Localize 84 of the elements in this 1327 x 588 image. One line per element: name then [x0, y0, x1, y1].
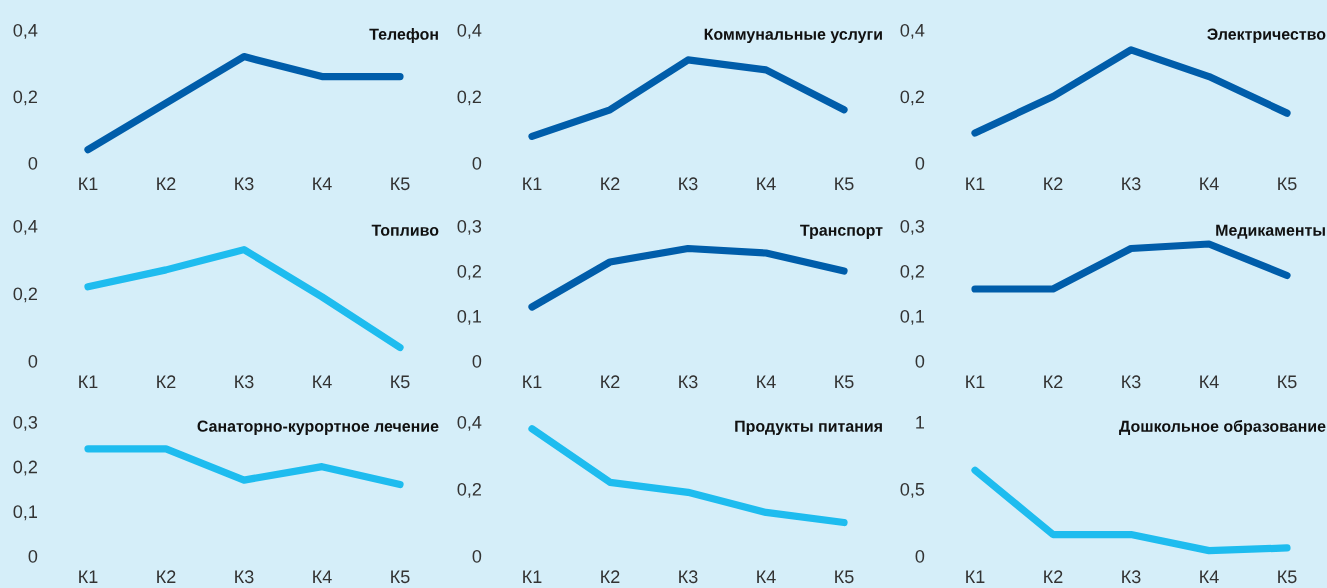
x-tick-label: К2 — [601, 375, 620, 388]
x-tick-label: К4 — [1200, 375, 1219, 388]
y-tick-label: 0 — [915, 354, 925, 368]
y-tick-label: 1 — [916, 416, 925, 429]
x-tick-label: К1 — [966, 177, 985, 190]
y-tick-label: 0,1 — [900, 309, 925, 325]
y-tick-label: 0,5 — [900, 482, 925, 498]
x-tick-label: К2 — [1044, 375, 1063, 388]
y-tick-label: 0,4 — [900, 23, 925, 39]
x-tick-label: К1 — [79, 570, 98, 583]
y-tick-label: 0,2 — [13, 287, 37, 303]
y-tick-label: 0,2 — [900, 90, 924, 106]
x-tick-label: К2 — [157, 375, 176, 388]
x-tick-label: К3 — [1122, 375, 1141, 389]
x-tick-label: К2 — [157, 177, 176, 190]
y-tick-label: 0,2 — [457, 90, 481, 106]
x-tick-label: К5 — [1278, 570, 1297, 584]
x-tick-label: К4 — [757, 570, 776, 583]
y-tick-label: 0 — [28, 549, 38, 563]
y-tick-label: 0 — [28, 354, 38, 368]
x-tick-label: К4 — [757, 177, 776, 190]
x-tick-label: К5 — [391, 177, 410, 191]
chart-title: Транспорт — [800, 224, 883, 239]
y-tick-label: 0,3 — [13, 415, 38, 431]
x-tick-label: К1 — [966, 570, 985, 583]
y-tick-label: 0,1 — [13, 505, 38, 521]
x-tick-label: К3 — [235, 375, 254, 389]
x-tick-label: К3 — [1122, 570, 1141, 584]
x-tick-label: К1 — [523, 570, 542, 583]
y-tick-label: 0,1 — [457, 309, 482, 325]
x-tick-label: К4 — [313, 570, 332, 583]
y-tick-label: 0 — [915, 549, 925, 563]
x-tick-label: К4 — [313, 177, 332, 190]
chart-title: Телефон — [369, 28, 438, 43]
x-tick-label: К5 — [391, 375, 410, 389]
x-tick-label: К2 — [1044, 177, 1063, 190]
y-tick-label: 0 — [915, 156, 925, 170]
y-tick-label: 0,4 — [13, 219, 38, 235]
chart-title: Топливо — [371, 224, 439, 236]
x-tick-label: К4 — [1200, 570, 1219, 583]
x-tick-label: К3 — [679, 570, 698, 584]
chart-title: Коммунальные услуги — [704, 28, 882, 43]
x-tick-label: К5 — [835, 375, 854, 389]
chart-title: Электричество — [1207, 28, 1326, 43]
y-tick-label: 0,2 — [457, 482, 481, 498]
x-tick-label: К4 — [313, 375, 332, 388]
chart-title: Дошкольное образование — [1119, 420, 1326, 436]
y-tick-label: 0,4 — [457, 415, 482, 431]
y-tick-label: 0,2 — [13, 90, 37, 106]
x-tick-label: К5 — [391, 570, 410, 584]
x-tick-label: К1 — [79, 177, 98, 190]
x-tick-label: К5 — [835, 177, 854, 191]
y-tick-label: 0 — [472, 156, 482, 170]
x-tick-label: К1 — [966, 375, 985, 388]
x-tick-label: К4 — [757, 375, 776, 388]
x-tick-label: К2 — [601, 177, 620, 190]
x-tick-label: К3 — [235, 177, 254, 191]
y-tick-label: 0 — [472, 354, 482, 368]
x-tick-label: К3 — [679, 177, 698, 191]
y-tick-label: 0,3 — [900, 219, 925, 235]
x-tick-label: К2 — [157, 570, 176, 583]
y-tick-label: 0 — [472, 549, 482, 563]
y-tick-label: 0,2 — [13, 460, 37, 476]
y-tick-label: 0,3 — [457, 219, 482, 235]
x-tick-label: К5 — [1278, 375, 1297, 389]
x-tick-label: К2 — [1044, 570, 1063, 583]
x-tick-label: К3 — [679, 375, 698, 389]
x-tick-label: К2 — [601, 570, 620, 583]
y-tick-label: 0,4 — [457, 23, 482, 39]
y-tick-label: 0 — [28, 156, 38, 170]
x-tick-label: К1 — [79, 375, 98, 388]
x-tick-label: К3 — [235, 570, 254, 584]
y-tick-label: 0,2 — [457, 264, 481, 280]
x-tick-label: К5 — [1278, 177, 1297, 191]
x-tick-label: К1 — [523, 375, 542, 388]
x-tick-label: К1 — [523, 177, 542, 190]
chart-title: Продукты питания — [735, 420, 882, 435]
y-tick-label: 0,2 — [900, 264, 924, 280]
chart-title: Медикаменты — [1216, 224, 1325, 239]
x-tick-label: К3 — [1122, 177, 1141, 191]
chart-title: Санаторно-курортное лечение — [197, 420, 439, 435]
x-tick-label: К5 — [835, 570, 854, 584]
y-tick-label: 0,4 — [13, 23, 38, 39]
x-tick-label: К4 — [1200, 177, 1219, 190]
